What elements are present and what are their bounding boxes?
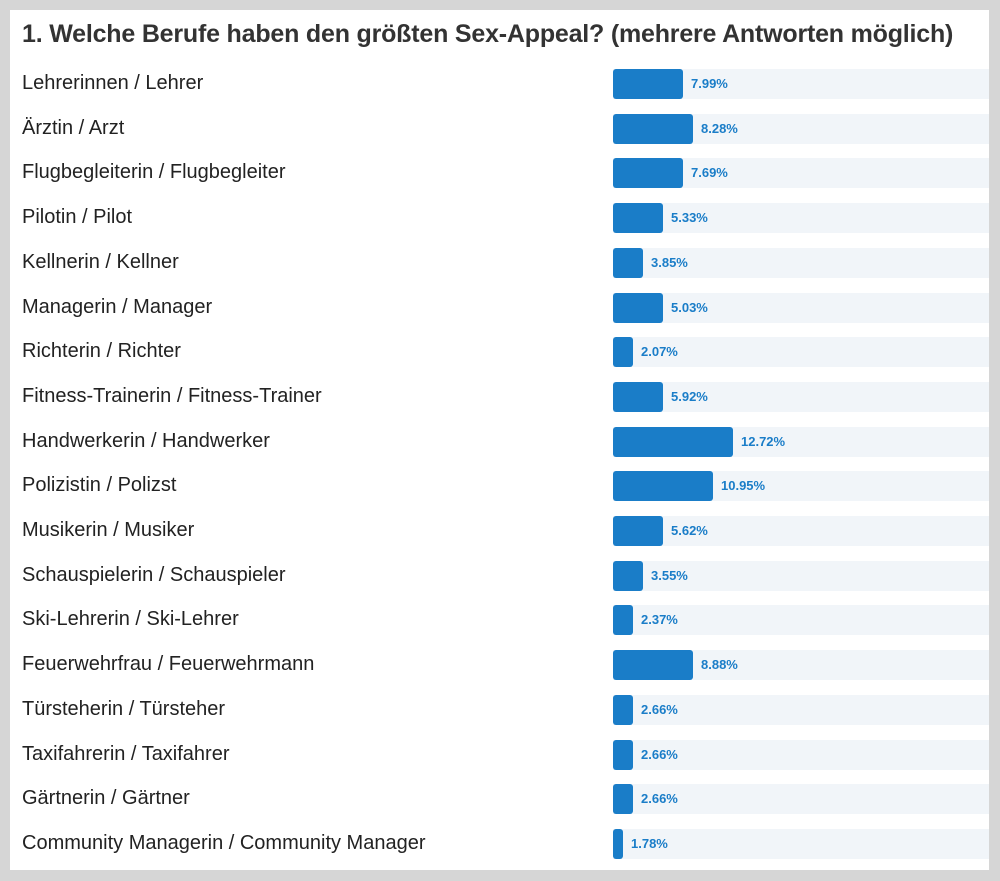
bar-track xyxy=(613,605,989,636)
bar xyxy=(613,247,643,278)
bar-row: Richterin / Richter 2.07% xyxy=(10,337,989,368)
bar xyxy=(613,381,663,412)
bar xyxy=(613,69,683,99)
category-label: Taxifahrerin / Taxifahrer xyxy=(22,742,230,765)
bar xyxy=(613,292,663,323)
chart-title: 1. Welche Berufe haben den größten Sex-A… xyxy=(22,20,954,48)
bar-row: Musikerin / Musiker 5.62% xyxy=(10,516,989,546)
bar-row: Polizistin / Polizst 10.95% xyxy=(10,471,989,502)
value-label: 8.28% xyxy=(701,120,738,136)
bar-row: Taxifahrerin / Taxifahrer 2.66% xyxy=(10,739,989,770)
category-label: Lehrerinnen / Lehrer xyxy=(22,72,204,94)
bar-row: Ski-Lehrerin / Ski-Lehrer 2.37% xyxy=(10,605,989,636)
category-label: Flugbegleiterin / Flugbegleiter xyxy=(22,161,286,184)
bar-track xyxy=(613,292,989,323)
value-label: 8.88% xyxy=(701,657,738,673)
bar-track xyxy=(613,694,989,725)
bar-row: Fitness-Trainerin / Fitness-Trainer 5.92% xyxy=(10,381,989,412)
bar-track xyxy=(613,337,989,368)
bar xyxy=(613,516,663,546)
value-label: 10.95% xyxy=(721,478,766,494)
value-label: 3.55% xyxy=(651,567,688,583)
value-label: 3.85% xyxy=(651,254,688,270)
value-label: 2.66% xyxy=(641,701,678,717)
category-label: Managerin / Manager xyxy=(22,295,213,318)
value-label: 2.07% xyxy=(641,344,678,360)
category-label: Gärtnerin / Gärtner xyxy=(22,787,190,810)
value-label: 1.78% xyxy=(631,835,668,851)
bar xyxy=(613,605,633,636)
bar xyxy=(613,203,663,234)
category-label: Türsteherin / Türsteher xyxy=(22,697,226,720)
bar-row: Türsteherin / Türsteher 2.66% xyxy=(10,694,989,725)
bar-row: Gärtnerin / Gärtner 2.66% xyxy=(10,784,989,815)
bar xyxy=(613,784,633,815)
category-label: Ärztin / Arzt xyxy=(22,116,125,139)
bar-track xyxy=(613,381,989,412)
bar xyxy=(613,337,633,368)
category-label: Handwerkerin / Handwerker xyxy=(22,429,270,452)
bar xyxy=(613,426,733,457)
bar-track xyxy=(613,784,989,815)
bar-row: Community Managerin / Community Manager 1… xyxy=(10,828,989,859)
category-label: Musikerin / Musiker xyxy=(22,519,195,541)
bar xyxy=(613,650,693,681)
bar xyxy=(613,694,633,725)
value-label: 2.37% xyxy=(641,612,678,628)
bar-row: Lehrerinnen / Lehrer 7.99% xyxy=(10,69,989,99)
bar-row: Schauspielerin / Schauspieler 3.55% xyxy=(10,560,989,591)
bar xyxy=(613,739,633,770)
value-label: 5.62% xyxy=(671,523,708,538)
bar xyxy=(613,158,683,189)
value-label: 7.69% xyxy=(691,165,728,181)
bar-track xyxy=(613,560,989,591)
category-label: Pilotin / Pilot xyxy=(22,206,133,229)
bar-row: Flugbegleiterin / Flugbegleiter 7.69% xyxy=(10,158,989,189)
bar-row: Handwerkerin / Handwerker 12.72% xyxy=(10,426,989,457)
value-label: 5.33% xyxy=(671,210,708,226)
bar-track xyxy=(613,203,989,234)
category-label: Schauspielerin / Schauspieler xyxy=(22,563,286,586)
category-label: Kellnerin / Kellner xyxy=(22,250,179,273)
value-label: 2.66% xyxy=(641,791,678,807)
bar-row: Kellnerin / Kellner 3.85% xyxy=(10,247,989,278)
bar-row: Feuerwehrfrau / Feuerwehrmann 8.88% xyxy=(10,650,989,681)
chart-panel: 1. Welche Berufe haben den größten Sex-A… xyxy=(10,10,989,870)
category-label: Ski-Lehrerin / Ski-Lehrer xyxy=(22,608,239,631)
category-label: Polizistin / Polizst xyxy=(22,474,177,497)
bar-track xyxy=(613,247,989,278)
value-label: 12.72% xyxy=(741,433,786,449)
value-label: 7.99% xyxy=(691,76,728,91)
value-label: 2.66% xyxy=(641,746,678,762)
bar-track xyxy=(613,828,989,859)
category-label: Community Managerin / Community Manager xyxy=(22,831,426,854)
category-label: Richterin / Richter xyxy=(22,340,181,363)
bar-row: Pilotin / Pilot 5.33% xyxy=(10,203,989,234)
bar xyxy=(613,828,623,859)
bar xyxy=(613,471,713,502)
category-label: Fitness-Trainerin / Fitness-Trainer xyxy=(22,384,322,407)
value-label: 5.03% xyxy=(671,299,708,315)
bar xyxy=(613,560,643,591)
bar-track xyxy=(613,739,989,770)
bar-track xyxy=(613,516,989,546)
bar xyxy=(613,113,693,144)
bar-row: Managerin / Manager 5.03% xyxy=(10,292,989,323)
value-label: 5.92% xyxy=(671,388,708,404)
category-label: Feuerwehrfrau / Feuerwehrmann xyxy=(22,653,315,676)
bar-row: Ärztin / Arzt 8.28% xyxy=(10,113,989,144)
